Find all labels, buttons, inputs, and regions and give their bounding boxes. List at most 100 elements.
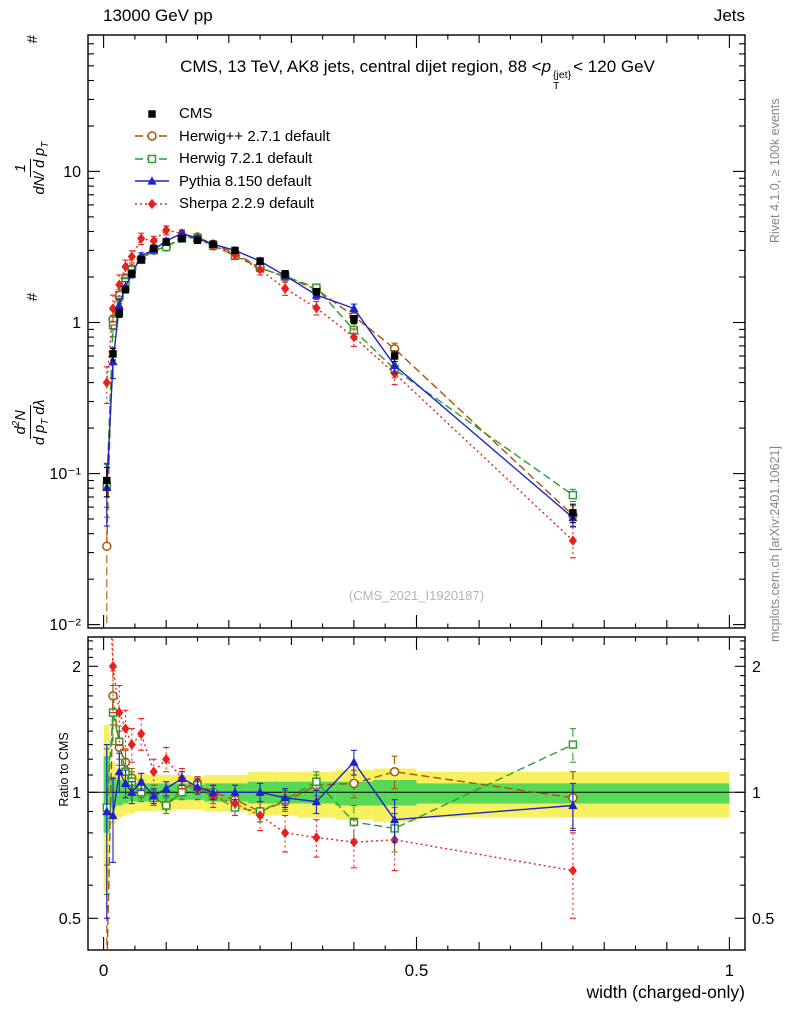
plot-title: CMS, 13 TeV, AK8 jets, central dijet reg…: [90, 57, 745, 92]
marker-diamond-filled: [127, 251, 136, 262]
marker-square-filled: [281, 270, 289, 278]
marker-diamond-filled: [312, 832, 321, 843]
main-y-tick-label: 10⁻¹: [49, 466, 81, 483]
marker-square-open: [568, 740, 578, 749]
legend-label-cms: CMS: [179, 105, 213, 123]
pt-superscript: {jet}: [553, 69, 572, 81]
marker-diamond-filled: [108, 661, 118, 672]
marker-square-open: [568, 490, 578, 500]
legend-label-herwig7: Herwig 7.2.1 default: [179, 150, 313, 168]
marker-diamond-filled: [147, 198, 157, 209]
marker-diamond-filled: [312, 302, 321, 314]
marker-diamond-filled: [349, 331, 358, 343]
marker-square-filled: [103, 476, 111, 485]
marker-square-filled: [109, 350, 117, 358]
legend-marker-icon-herwigpp: [135, 131, 169, 141]
band-green: [335, 781, 373, 806]
analysis-id-watermark: (CMS_2021_I1920187): [348, 588, 485, 603]
legend-marker-icon-sherpa: [135, 198, 169, 209]
ratio-y-tick-label-right: 1: [752, 785, 761, 802]
series-herwig7-main: [102, 233, 578, 518]
marker-triangle-filled: [349, 303, 359, 312]
marker-diamond-filled: [568, 535, 577, 546]
main-y-axis-label: d2N d pT dλ # 1 dN/ d pT #: [6, 35, 58, 447]
main-y-tick-label: 10: [63, 164, 81, 181]
marker-diamond-filled: [281, 827, 290, 839]
axis-ticks: [88, 34, 745, 950]
marker-triangle-filled: [568, 800, 578, 810]
marker-diamond-filled: [230, 798, 240, 809]
ratio-y-tick-label-left: 0.5: [59, 911, 81, 928]
marker-diamond-filled: [121, 723, 130, 734]
ratio-uncertainty-bands: [88, 724, 745, 892]
marker-square-open: [161, 801, 171, 810]
ratio-y-tick-label-right: 0.5: [752, 911, 774, 928]
x-axis-title: width (charged-only): [586, 982, 745, 1002]
series-line: [106, 695, 574, 950]
marker-circle-open: [349, 778, 359, 789]
marker-triangle-filled: [149, 791, 159, 800]
marker-square-filled: [312, 288, 321, 296]
marker-diamond-filled: [162, 225, 171, 236]
marker-triangle-filled: [208, 787, 218, 796]
main-y-tick-label: 1: [72, 315, 81, 332]
legend-item-herwig7: Herwig 7.2.1 default: [133, 150, 330, 168]
legend-item-herwigpp: Herwig++ 2.7.1 default: [133, 128, 330, 146]
marker-square-filled: [350, 315, 358, 323]
marker-circle-open: [389, 766, 400, 777]
legend: CMS Herwig++ 2.7.1 default Herwig 7.2.1 de…: [133, 105, 330, 213]
series-cms-main: [103, 234, 577, 524]
pt-subscript: T: [553, 80, 560, 93]
series-sherpa-main: [102, 225, 577, 559]
marker-square-filled: [178, 234, 186, 243]
marker-diamond-filled: [162, 754, 171, 765]
marker-square-filled: [569, 509, 577, 517]
marker-triangle-filled: [120, 778, 131, 787]
legend-item-sherpa: Sherpa 2.2.9 default: [133, 195, 330, 213]
mcplots-arxiv-note: mcplots.cern.ch [arXiv:2401.10621]: [768, 446, 782, 642]
ylabel-frac-d2n: d2N d pT dλ: [11, 399, 52, 445]
marker-triangle-filled: [127, 787, 137, 796]
marker-square-filled: [150, 244, 158, 252]
marker-triangle-filled: [114, 301, 124, 310]
legend-marker-icon-pythia: [135, 176, 169, 185]
marker-diamond-filled: [127, 739, 136, 750]
marker-square-filled: [121, 285, 130, 294]
ratio-y-axis-label: Ratio to CMS: [57, 732, 71, 807]
marker-triangle-filled: [108, 810, 118, 820]
marker-diamond-filled: [137, 728, 146, 739]
ylabel-frac-norm: 1 dN/ d pT: [11, 141, 51, 195]
legend-marker-icon-herwig7: [135, 154, 169, 163]
marker-diamond-filled: [108, 303, 118, 314]
ratio-y-tick-label-left: 1: [72, 785, 81, 802]
analysis-group-label: Jets: [713, 6, 745, 25]
marker-triangle-filled: [161, 783, 171, 793]
series-pythia-main: [102, 228, 578, 528]
series-line: [106, 236, 574, 547]
marker-circle-open: [147, 131, 157, 141]
marker-square-filled: [137, 256, 145, 264]
marker-diamond-filled: [102, 377, 111, 388]
x-tick-label: 1: [725, 961, 734, 980]
legend-item-cms: CMS: [133, 105, 330, 123]
series-line: [106, 236, 574, 496]
marker-triangle-filled: [136, 776, 146, 786]
marker-square-filled: [209, 240, 217, 248]
marker-square-filled: [115, 309, 123, 317]
hash-symbol: #: [23, 35, 41, 44]
marker-square-filled: [148, 110, 156, 118]
rivet-version-note: Rivet 4.1.0, ≥ 100k events: [768, 98, 782, 243]
marker-triangle-filled: [390, 814, 400, 824]
legend-item-pythia: Pythia 8.150 default: [133, 173, 330, 191]
marker-diamond-filled: [281, 283, 290, 294]
marker-triangle-filled: [390, 360, 400, 369]
legend-label-pythia: Pythia 8.150 default: [179, 172, 312, 190]
marker-diamond-filled: [256, 810, 265, 821]
series-herwigpp-ratio: [103, 670, 578, 950]
series-line: [106, 229, 574, 542]
marker-square-open: [312, 777, 321, 786]
marker-square-filled: [162, 238, 170, 246]
legend-marker-icon-cms: [148, 110, 156, 118]
ratio-y-tick-label-left: 2: [72, 659, 81, 676]
